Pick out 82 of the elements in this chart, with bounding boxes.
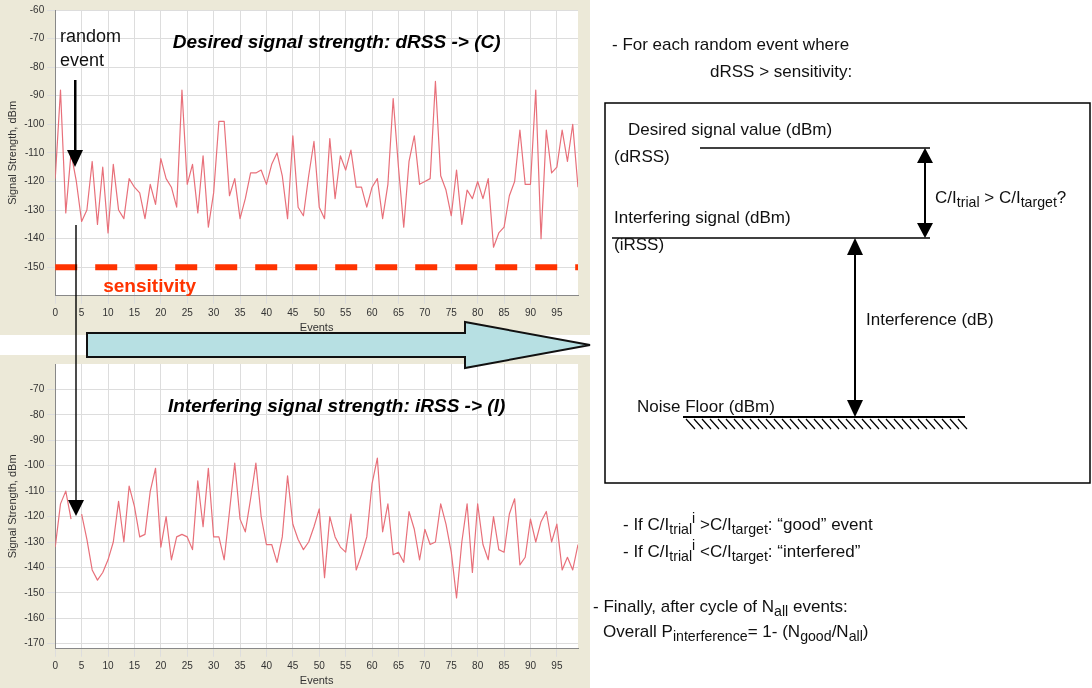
x-tick-label: 45 (287, 306, 299, 318)
y-tick-label: -170 (24, 637, 45, 649)
y-tick-label: -130 (24, 203, 45, 215)
x-axis-title: Events (299, 321, 334, 334)
y-tick-label: -70 (29, 32, 45, 44)
x-tick-label: 85 (498, 659, 511, 671)
text: Interference (dB) (866, 310, 994, 330)
x-tick-label: 5 (78, 659, 85, 671)
y-tick-label: -130 (24, 535, 45, 547)
text: Desired signal value (dBm) (628, 120, 833, 140)
ref-line-label: sensitivity (103, 274, 197, 296)
x-tick-label: 30 (208, 306, 220, 318)
text: (iRSS) (614, 235, 665, 255)
text: Interfering signal (dBm) (614, 208, 791, 228)
x-tick-label: 80 (472, 306, 484, 318)
x-tick-label: 35 (234, 306, 247, 318)
x-tick-label: 35 (234, 659, 247, 671)
x-tick-label: 5 (78, 306, 85, 318)
y-tick-label: -110 (24, 484, 45, 496)
y-tick-label: -150 (24, 260, 45, 272)
x-tick-label: 90 (524, 306, 537, 318)
x-tick-label: 0 (52, 659, 59, 671)
x-tick-label: 0 (52, 306, 59, 318)
y-tick-label: -90 (29, 89, 45, 101)
x-tick-label: 25 (181, 659, 194, 671)
x-tick-label: 70 (419, 659, 431, 671)
x-tick-label: 55 (340, 659, 352, 671)
y-tick-label: -150 (24, 586, 45, 598)
x-tick-label: 45 (287, 659, 299, 671)
x-tick-label: 15 (128, 306, 141, 318)
x-tick-label: 55 (340, 306, 352, 318)
text: - If C/I$_{trial}$$^{i}$ <C/I$_{target}$: “interfered” (623, 537, 861, 565)
x-tick-label: 30 (208, 659, 220, 671)
y-axis-title: Signal Strength, dBm (5, 454, 18, 559)
x-tick-label: 90 (524, 659, 537, 671)
x-axis-title: Events (299, 674, 334, 687)
x-tick-label: 75 (445, 659, 458, 671)
x-tick-label: 50 (313, 306, 326, 318)
x-tick-label: 10 (102, 306, 115, 318)
x-tick-label: 50 (313, 659, 326, 671)
y-tick-label: -60 (29, 3, 45, 15)
x-tick-label: 95 (551, 659, 563, 671)
text: C/I$_{trial}$ > C/I$_{target}$? (935, 188, 1067, 213)
text: Desired signal strength: dRSS -> (C) (172, 31, 501, 53)
y-axis-title: Signal Strength, dBm (5, 100, 18, 205)
text: Noise Floor (dBm) (637, 397, 775, 417)
text: - For each random event where (612, 35, 850, 55)
text: Overall P$_{interference}$= 1- (N$_{good}$/N$_{all}$) (603, 622, 869, 647)
x-tick-label: 65 (392, 659, 405, 671)
x-tick-label: 40 (260, 306, 273, 318)
x-tick-label: 95 (551, 306, 563, 318)
x-tick-label: 65 (392, 306, 405, 318)
x-tick-label: 85 (498, 306, 511, 318)
y-tick-label: -80 (29, 408, 45, 420)
y-tick-label: -120 (24, 175, 45, 187)
x-tick-label: 40 (260, 659, 273, 671)
text: - If C/I$_{trial}$$^{i}$ >C/I$_{target}$: “good” event (623, 509, 873, 539)
x-tick-label: 60 (366, 306, 379, 318)
x-tick-label: 70 (419, 306, 431, 318)
y-tick-label: -90 (29, 434, 45, 446)
x-tick-label: 25 (181, 306, 194, 318)
x-tick-label: 20 (155, 659, 167, 671)
annotation: random event (60, 25, 123, 72)
x-tick-label: 80 (472, 659, 484, 671)
x-tick-label: 75 (445, 306, 458, 318)
y-tick-label: -140 (24, 232, 45, 244)
x-tick-label: 20 (155, 306, 167, 318)
y-tick-label: -100 (24, 459, 45, 471)
x-tick-label: 60 (366, 659, 379, 671)
x-tick-label: 10 (102, 659, 115, 671)
text: (dRSS) (614, 147, 670, 167)
y-tick-label: -100 (24, 118, 45, 130)
x-tick-label: 15 (128, 659, 141, 671)
y-tick-label: -160 (24, 612, 45, 624)
text: - Finally, after cycle of N$_{all}$ events: (593, 597, 848, 622)
text: Interfering signal strength: iRSS -> (I) (167, 395, 506, 417)
y-tick-label: -140 (24, 561, 45, 573)
y-tick-label: -80 (29, 60, 45, 72)
y-tick-label: -120 (24, 510, 45, 522)
y-tick-label: -110 (24, 146, 45, 158)
text: dRSS > sensitivity: (710, 62, 853, 82)
y-tick-label: -70 (29, 383, 45, 395)
